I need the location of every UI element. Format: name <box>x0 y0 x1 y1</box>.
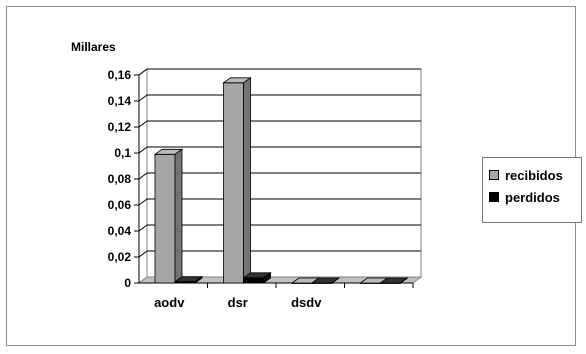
chart-frame: Millares 0 0,02 0,04 0,06 0,08 0,1 0,12 0,14 0,1… <box>6 6 582 346</box>
units-label: Millares <box>71 40 116 54</box>
gridline-side <box>138 172 148 180</box>
legend-swatch-perdidos <box>489 192 499 202</box>
bar-chart: Millares 0 0,02 0,04 0,06 0,08 0,1 0,12 0,14 0,1… <box>71 40 423 310</box>
category-label-dsr: dsr <box>228 295 248 310</box>
legend-label-perdidos: perdidos <box>505 189 560 205</box>
gridline-side <box>138 146 148 154</box>
gridline-side <box>138 94 148 102</box>
legend-swatch-recibidos <box>489 170 499 180</box>
y-axis-ticks: 0 0,02 0,04 0,06 0,08 0,1 0,12 0,14 0,16 <box>108 68 413 290</box>
bar-side <box>331 277 340 284</box>
bar-perdidos-empty <box>379 277 409 284</box>
legend: recibidos perdidos <box>482 157 582 223</box>
y-tick-label: 0 <box>124 276 131 290</box>
legend-item-perdidos: perdidos <box>489 186 581 208</box>
bar-front <box>154 153 176 284</box>
category-label-dsdv: dsdv <box>291 295 322 310</box>
y-tick-label: 0,1 <box>114 146 131 160</box>
gridline-side <box>138 224 148 232</box>
bars <box>153 77 409 284</box>
y-tick-label: 0,14 <box>108 94 132 108</box>
category-labels: aodv dsr dsdv <box>154 283 414 310</box>
bar-recibidos-aodv <box>153 148 184 284</box>
bar-side <box>263 272 271 284</box>
bar-front <box>223 82 244 284</box>
gridline-side <box>138 68 148 76</box>
bar-front <box>243 277 264 284</box>
legend-item-recibidos: recibidos <box>489 164 581 186</box>
bar-side <box>400 277 408 284</box>
category-label-aodv: aodv <box>154 295 185 310</box>
y-tick-label: 0,16 <box>108 68 132 82</box>
bar-recibidos-dsdv <box>290 277 321 284</box>
bar-perdidos-aodv <box>173 275 204 284</box>
bar-recibidos-empty <box>359 277 389 284</box>
gridline-side <box>138 120 148 128</box>
bar-side <box>194 275 203 284</box>
gridlines <box>138 68 421 258</box>
bar-recibidos-dsr <box>222 77 252 284</box>
gridline-side <box>138 198 148 206</box>
y-tick-label: 0,02 <box>108 250 132 264</box>
y-tick-label: 0,08 <box>108 172 132 186</box>
legend-label-recibidos: recibidos <box>505 167 563 183</box>
bar-side <box>174 148 183 284</box>
y-tick-label: 0,12 <box>108 120 132 134</box>
bar-perdidos-dsdv <box>310 277 341 284</box>
bar-perdidos-dsr <box>242 272 272 284</box>
y-tick-label: 0,06 <box>108 198 132 212</box>
gridline-side <box>138 250 148 258</box>
bar-side <box>243 77 251 284</box>
y-tick-label: 0,04 <box>108 224 132 238</box>
